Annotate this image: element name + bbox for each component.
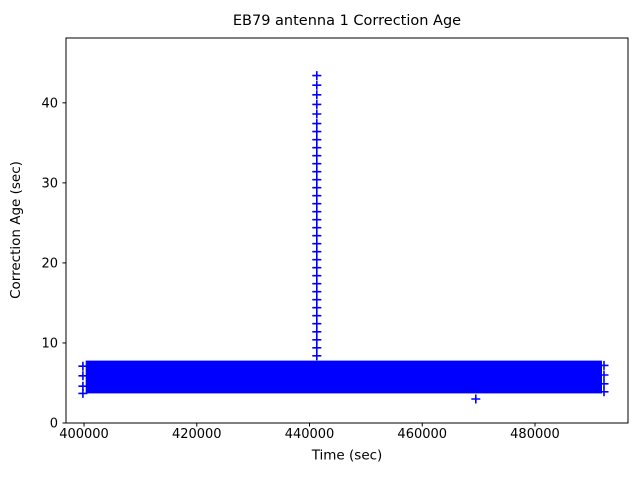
spike-marker [312, 167, 322, 177]
spike-marker [312, 183, 322, 193]
spike-marker [312, 231, 322, 241]
spike-marker [312, 255, 322, 265]
x-axis-label: Time (sec) [311, 448, 383, 464]
spike-marker [312, 327, 322, 337]
spike-marker [312, 135, 322, 145]
y-tick-label: 40 [41, 96, 58, 111]
spike-marker [312, 191, 322, 201]
band-edge-marker [599, 387, 609, 397]
band-edge-marker [78, 388, 88, 398]
spike-marker [312, 127, 322, 137]
axes-frame [65, 37, 629, 424]
y-axis-label: Correction Age (sec) [8, 161, 24, 299]
band-edge-marker [599, 370, 609, 380]
y-tick-label: 10 [41, 336, 58, 351]
band-edge-marker [78, 361, 88, 371]
spike-marker [312, 223, 322, 233]
spike-marker [312, 271, 322, 281]
x-tick-label: 400000 [59, 427, 109, 442]
spike-marker [312, 287, 322, 297]
outlier-marker [471, 394, 481, 404]
spike-marker [312, 279, 322, 289]
spike-marker [312, 99, 322, 109]
spike-marker [312, 319, 322, 329]
x-tick-label: 440000 [285, 427, 335, 442]
spike-marker [312, 199, 322, 209]
x-tick-label: 420000 [172, 427, 222, 442]
spike-marker [312, 71, 322, 81]
band-edge-marker [78, 371, 88, 381]
spike-marker [312, 239, 322, 249]
spike-marker [312, 263, 322, 273]
spike-marker [312, 80, 322, 90]
band-edge-marker [599, 360, 609, 370]
spike-marker [312, 247, 322, 257]
spike-marker [312, 207, 322, 217]
spike-marker [312, 215, 322, 225]
band-edge-marker [599, 379, 609, 389]
spike-marker [312, 119, 322, 129]
spike-marker [312, 303, 322, 313]
spike-marker [312, 311, 322, 321]
y-tick-label: 0 [50, 417, 58, 432]
spike-marker [312, 143, 322, 153]
spike-marker [312, 159, 322, 169]
spike-marker [312, 90, 322, 100]
spike-marker [312, 351, 322, 361]
spike-marker [312, 175, 322, 185]
x-tick-label: 460000 [397, 427, 447, 442]
chart-title: EB79 antenna 1 Correction Age [233, 13, 461, 29]
spike-marker [312, 343, 322, 353]
spike-marker [312, 151, 322, 161]
spike-marker [312, 295, 322, 305]
spike-marker [312, 109, 322, 119]
y-tick-label: 30 [41, 176, 58, 191]
y-tick-label: 20 [41, 256, 58, 271]
x-tick-label: 480000 [510, 427, 560, 442]
spike-marker [312, 335, 322, 345]
plot-content: 400000 420000 440000 460000 480000 0 10 20 30 40 [41, 71, 609, 442]
dense-band [85, 360, 602, 394]
